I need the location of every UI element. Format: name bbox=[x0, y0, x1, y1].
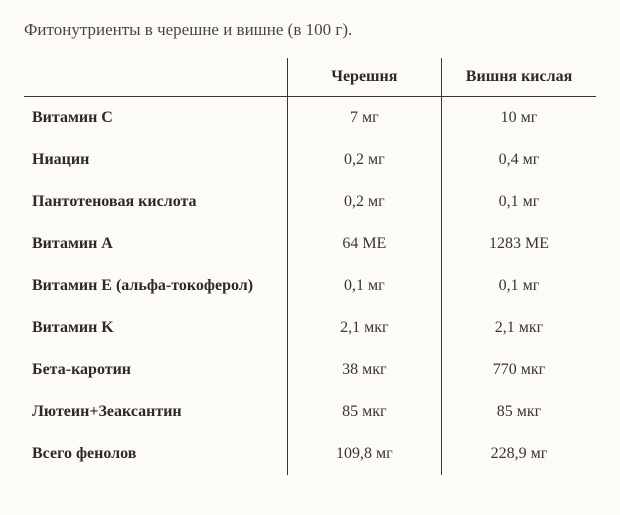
nutrients-table: Черешня Вишня кислая Витамин C 7 мг 10 м… bbox=[24, 58, 596, 475]
row-label: Бета-каротин bbox=[24, 349, 287, 391]
row-label: Всего фенолов bbox=[24, 433, 287, 475]
row-label: Витамин E (альфа-токоферол) bbox=[24, 265, 287, 307]
row-value-c1: 7 мг bbox=[287, 97, 441, 140]
row-value-c2: 2,1 мкг bbox=[442, 307, 596, 349]
row-value-c1: 0,2 мг bbox=[287, 139, 441, 181]
header-col2: Вишня кислая bbox=[442, 58, 596, 97]
row-value-c2: 0,1 мг bbox=[442, 181, 596, 223]
row-value-c2: 0,4 мг bbox=[442, 139, 596, 181]
row-value-c2: 228,9 мг bbox=[442, 433, 596, 475]
table-row: Бета-каротин 38 мкг 770 мкг bbox=[24, 349, 596, 391]
table-row: Лютеин+Зеаксантин 85 мкг 85 мкг bbox=[24, 391, 596, 433]
table-row: Витамин E (альфа-токоферол) 0,1 мг 0,1 м… bbox=[24, 265, 596, 307]
header-col1: Черешня bbox=[287, 58, 441, 97]
row-value-c2: 770 мкг bbox=[442, 349, 596, 391]
row-label: Ниацин bbox=[24, 139, 287, 181]
table-header-row: Черешня Вишня кислая bbox=[24, 58, 596, 97]
table-row: Витамин K 2,1 мкг 2,1 мкг bbox=[24, 307, 596, 349]
row-value-c1: 85 мкг bbox=[287, 391, 441, 433]
row-value-c1: 2,1 мкг bbox=[287, 307, 441, 349]
table-row: Витамин C 7 мг 10 мг bbox=[24, 97, 596, 140]
table-row: Всего фенолов 109,8 мг 228,9 мг bbox=[24, 433, 596, 475]
row-value-c1: 0,2 мг bbox=[287, 181, 441, 223]
table-caption: Фитонутриенты в черешне и вишне (в 100 г… bbox=[24, 20, 596, 40]
row-value-c1: 109,8 мг bbox=[287, 433, 441, 475]
table-row: Пантотеновая кислота 0,2 мг 0,1 мг bbox=[24, 181, 596, 223]
table-row: Витамин A 64 МЕ 1283 МЕ bbox=[24, 223, 596, 265]
row-label: Пантотеновая кислота bbox=[24, 181, 287, 223]
row-label: Витамин K bbox=[24, 307, 287, 349]
row-value-c1: 38 мкг bbox=[287, 349, 441, 391]
row-value-c2: 85 мкг bbox=[442, 391, 596, 433]
row-label: Витамин A bbox=[24, 223, 287, 265]
row-value-c2: 0,1 мг bbox=[442, 265, 596, 307]
table-row: Ниацин 0,2 мг 0,4 мг bbox=[24, 139, 596, 181]
row-value-c1: 0,1 мг bbox=[287, 265, 441, 307]
row-value-c2: 10 мг bbox=[442, 97, 596, 140]
row-value-c2: 1283 МЕ bbox=[442, 223, 596, 265]
row-label: Витамин C bbox=[24, 97, 287, 140]
row-label: Лютеин+Зеаксантин bbox=[24, 391, 287, 433]
header-blank bbox=[24, 58, 287, 97]
row-value-c1: 64 МЕ bbox=[287, 223, 441, 265]
